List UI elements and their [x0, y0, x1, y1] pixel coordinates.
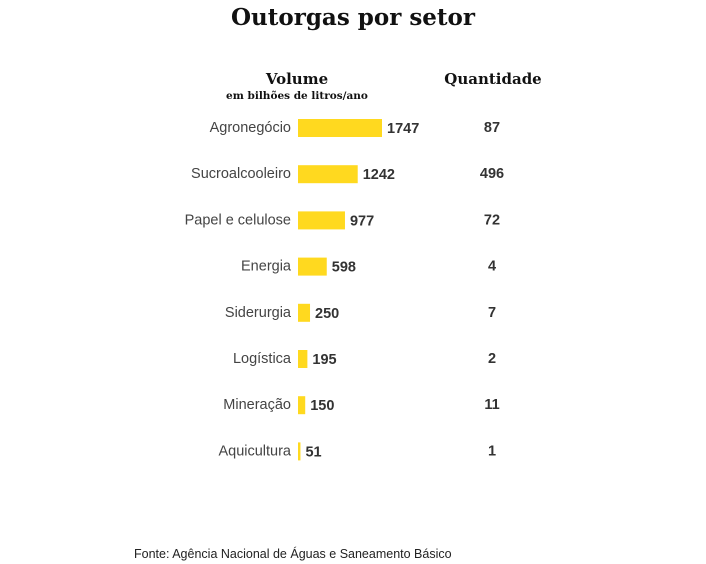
bar	[298, 211, 345, 230]
bar	[298, 165, 358, 184]
value-label: 977	[350, 213, 374, 229]
value-label: 1747	[387, 121, 419, 137]
category-label: Mineração	[223, 397, 291, 413]
category-label: Sucroalcooleiro	[191, 166, 291, 182]
quantity-label: 496	[480, 166, 504, 182]
value-label: 598	[332, 260, 356, 276]
value-label: 51	[305, 444, 321, 460]
category-label: Energia	[241, 259, 292, 275]
volume-subheader: em bilhões de litros/ano	[226, 90, 368, 102]
quantity-label: 87	[484, 120, 500, 136]
source-note: Fonte: Agência Nacional de Águas e Sanea…	[134, 547, 452, 561]
bar	[298, 303, 311, 322]
value-label: 1242	[363, 167, 395, 183]
category-label: Logística	[233, 351, 292, 367]
quantity-label: 11	[484, 397, 499, 413]
value-label: 195	[312, 352, 336, 368]
value-label: 250	[315, 306, 339, 322]
bar	[298, 396, 306, 415]
value-label: 150	[310, 398, 334, 414]
category-label: Aquicultura	[218, 443, 291, 459]
quantity-label: 4	[488, 259, 496, 275]
quantity-label: 72	[484, 212, 500, 228]
category-label: Siderurgia	[225, 305, 292, 321]
bar	[298, 442, 301, 461]
bar	[298, 257, 327, 276]
category-label: Agronegócio	[210, 120, 291, 136]
quantity-label: 2	[488, 351, 496, 367]
bar	[298, 350, 308, 368]
volume-header: Volume	[265, 70, 329, 88]
chart-title: Outorgas por setor	[231, 4, 475, 31]
quantity-label: 1	[488, 443, 496, 459]
bar	[298, 119, 382, 137]
quantity-header: Quantidade	[444, 70, 542, 88]
quantity-label: 7	[488, 305, 496, 321]
category-label: Papel e celulose	[185, 212, 291, 228]
